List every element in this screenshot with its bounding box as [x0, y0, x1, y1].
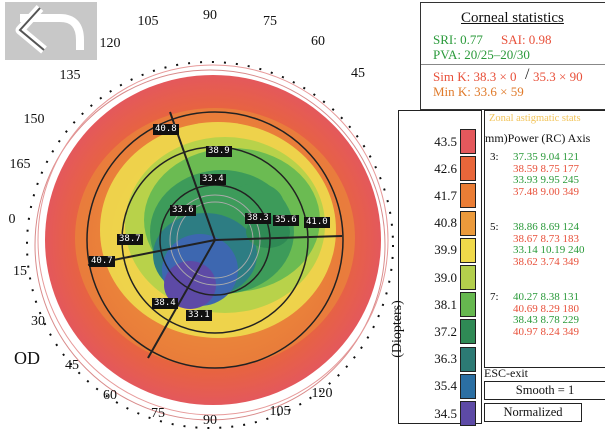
map-value-label: 38.4: [152, 298, 178, 309]
scale-value-label: 37.2: [434, 323, 457, 339]
outer-boundary-circle: [34, 69, 386, 421]
scale-color-swatch: [460, 183, 476, 209]
scale-value-label: 39.9: [434, 242, 457, 258]
sri-value: SRI: 0.77: [433, 32, 483, 47]
slash-separator: /: [525, 66, 530, 83]
zonal-row: 38.43 8.78 229: [513, 314, 579, 326]
degree-label: 105: [269, 404, 291, 419]
zone-label: 3:: [490, 151, 499, 163]
zone-label: 7:: [490, 291, 499, 303]
zonal-title: Zonal astigmatic stats: [489, 113, 581, 124]
zonal-header: (mm)Power (RC) Axis: [484, 131, 591, 145]
degree-label: 30: [31, 314, 45, 329]
divider: [421, 64, 605, 65]
back-arrow-icon[interactable]: [5, 2, 97, 60]
esc-exit-label: ESC-exit: [484, 366, 528, 380]
degree-label: 0: [8, 212, 16, 227]
degree-label: 45: [351, 66, 365, 81]
degree-label: 90: [203, 413, 217, 428]
stats-title: Corneal statistics: [461, 10, 564, 26]
scale-value-label: 35.4: [434, 378, 457, 394]
sim-k-value-b: 35.3 × 90: [533, 69, 583, 84]
degree-label: 75: [151, 406, 165, 421]
map-value-label: 38.7: [117, 234, 143, 245]
zonal-row: 37.35 9.04 121: [513, 151, 579, 163]
zonal-row: 40.97 8.24 349: [513, 325, 579, 338]
degree-label: 60: [311, 34, 325, 49]
sai-value: SAI: 0.98: [501, 32, 552, 47]
scale-value-label: 41.7: [434, 187, 457, 203]
map-value-label: 38.3: [245, 213, 271, 224]
degree-label: 150: [23, 112, 45, 127]
degree-label: 105: [137, 14, 159, 29]
zonal-row: 37.48 9.00 349: [513, 185, 579, 198]
map-value-label: 38.9: [206, 146, 232, 157]
smooth-button[interactable]: Smooth = 1: [484, 381, 605, 400]
scale-value-label: 36.3: [434, 351, 457, 367]
map-value-label: 33.4: [200, 174, 226, 185]
degree-label: 60: [103, 388, 117, 403]
normalized-button[interactable]: Normalized: [484, 403, 582, 422]
zonal-astigmatic-panel: Zonal astigmatic stats (mm)Power (RC) Ax…: [484, 110, 605, 368]
scale-value-label: 43.5: [434, 133, 457, 149]
zonal-row: 38.62 3.74 349: [513, 255, 579, 268]
diopter-axis-label: (Diopters): [389, 300, 405, 358]
scale-color-swatch: [460, 210, 476, 236]
map-value-label: 33.6: [170, 205, 196, 216]
min-k-value: Min K: 33.6 × 59: [433, 84, 524, 99]
scale-value-label: 38.1: [434, 296, 457, 312]
scale-color-swatch: [460, 237, 476, 263]
eye-label: OD: [14, 348, 40, 368]
degree-label: 135: [59, 68, 81, 83]
degree-label: 90: [203, 8, 217, 23]
zonal-row: 38.59 8.75 177: [513, 162, 579, 175]
scale-value-label: 42.6: [434, 160, 457, 176]
zonal-row: 38.86 8.69 124: [513, 221, 579, 233]
scale-color-swatch: [460, 129, 476, 154]
scale-color-swatch: [460, 401, 476, 426]
zonal-row: 40.69 8.29 180: [513, 302, 579, 315]
scale-color-swatch: [460, 346, 476, 372]
degree-label: 45: [65, 358, 79, 373]
map-value-label: 35.6: [273, 215, 299, 226]
zonal-row: 33.93 9.95 245: [513, 174, 579, 186]
degree-label: 120: [99, 36, 121, 51]
degree-label: 75: [263, 14, 277, 29]
sim-k-value-a: Sim K: 38.3 × 0: [433, 69, 517, 84]
scale-color-swatch: [460, 292, 476, 318]
zonal-row: 33.14 10.19 240: [513, 244, 585, 256]
pva-value: PVA: 20/25–20/30: [433, 47, 530, 62]
scale-color-swatch: [460, 156, 476, 182]
map-value-label: 40.7: [89, 256, 115, 267]
zone-label: 5:: [490, 221, 499, 233]
scale-value-label: 34.5: [434, 405, 457, 421]
scale-value-label: 39.0: [434, 269, 457, 285]
degree-label: 165: [9, 157, 31, 172]
scale-value-label: 40.8: [434, 215, 457, 231]
scale-color-swatch: [460, 265, 476, 290]
map-value-label: 33.1: [186, 310, 212, 321]
map-value-label: 41.0: [304, 217, 330, 228]
zonal-row: 40.27 8.38 131: [513, 291, 579, 303]
degree-label: 120: [311, 386, 333, 401]
scale-color-swatch: [460, 319, 476, 345]
zonal-row: 38.67 8.73 183: [513, 232, 579, 245]
corneal-statistics-panel: Corneal statistics SRI: 0.77 SAI: 0.98 P…: [420, 2, 605, 110]
scale-color-swatch: [460, 373, 476, 399]
map-value-label: 40.8: [153, 124, 179, 135]
diopter-scale: (Diopters) 43.5 42.6 41.7 40.8 39.9 39.0 38.1 3…: [390, 110, 482, 426]
degree-ticks: [26, 61, 394, 429]
degree-label: 15: [13, 264, 27, 279]
